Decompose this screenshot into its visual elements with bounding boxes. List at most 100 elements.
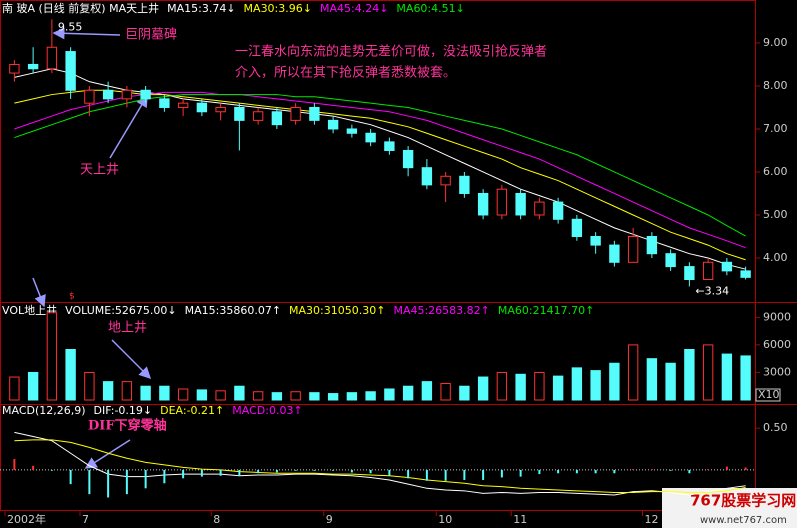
arrow <box>32 277 46 308</box>
y-tick-label: 9000 <box>763 310 791 323</box>
high-label: 9.55 <box>58 20 83 33</box>
candle-body <box>684 266 695 280</box>
header-text: MA60:4.51↓ <box>396 2 464 15</box>
header-text: VOL地上井 <box>2 303 57 317</box>
candle-body <box>196 102 208 113</box>
volume-bar <box>65 348 76 401</box>
volume-bar <box>196 389 208 401</box>
candle-body <box>215 106 226 113</box>
candle-body <box>477 192 489 216</box>
volume-bar <box>590 370 601 401</box>
volume-bar <box>534 371 545 401</box>
candle-body <box>234 106 245 121</box>
candle-body <box>365 132 376 143</box>
header-text: MACD(12,26,9) <box>2 404 86 417</box>
header-text: MA30:31050.30↑ <box>289 304 385 317</box>
volume-bar <box>384 388 395 401</box>
annotation: 一江春水向东流的走势无差价可做，没法吸引抢反弹者 <box>235 44 547 60</box>
frame <box>0 0 797 511</box>
candle-body <box>590 235 601 246</box>
volume-bar <box>684 348 695 401</box>
y-tick-label: 8.00 <box>763 79 788 92</box>
volume-bar <box>327 393 339 401</box>
header-text: MA30:3.96↓ <box>244 2 312 15</box>
marker: $ <box>69 292 75 302</box>
ma-line <box>14 439 746 493</box>
volume-bar <box>9 376 20 401</box>
x-tick-label: 12 <box>645 513 659 526</box>
volume-bar <box>271 392 283 401</box>
volume-bar <box>177 388 189 401</box>
candle-body <box>46 46 58 70</box>
volume-bar <box>515 373 526 401</box>
candle-body <box>440 175 451 186</box>
header-text: MA45:26583.82↑ <box>393 304 489 317</box>
candle-body <box>27 63 39 70</box>
candle-body <box>740 270 751 278</box>
y-tick-label: 6000 <box>763 338 791 351</box>
volume-bar <box>215 390 226 401</box>
x-tick-label: 2002年 <box>7 512 46 526</box>
y-tick-label: 4.00 <box>763 251 788 264</box>
candle-body <box>121 89 133 100</box>
candle-body <box>646 235 658 255</box>
candle-body <box>65 51 76 91</box>
volume-bar <box>159 385 170 401</box>
volume-bar <box>421 381 433 401</box>
candle-body <box>271 111 283 126</box>
header-text: DEA:-0.21↑ <box>160 404 224 417</box>
header-text: MA60:21417.70↑ <box>498 304 594 317</box>
ma-line <box>14 94 746 237</box>
candle-body <box>384 141 395 151</box>
volume-bar <box>609 362 620 401</box>
candle-body <box>402 149 414 169</box>
header-text: MA15:35860.07↑ <box>185 304 281 317</box>
volume-bar <box>365 391 376 401</box>
ma-line <box>14 431 746 496</box>
candle-body <box>515 192 526 216</box>
candle-body <box>552 201 564 220</box>
volume-bar <box>46 312 58 401</box>
volume-bar <box>459 385 470 401</box>
volume-bar <box>252 391 264 401</box>
unit-box <box>755 388 781 402</box>
candle-body <box>102 89 114 100</box>
candle-body <box>496 188 508 216</box>
header-text: DIF:-0.19↓ <box>94 404 153 417</box>
volume-bar <box>290 391 301 401</box>
annotation: 巨阴墓碑 <box>125 27 177 43</box>
candle-body <box>721 261 733 272</box>
y-tick-label: 9.00 <box>763 36 788 49</box>
y-tick-label: 3000 <box>763 365 791 378</box>
volume-bar <box>740 355 751 401</box>
candle-body <box>571 218 583 237</box>
candle-body <box>140 89 151 100</box>
annotation: DIF下穿零轴 <box>88 418 167 434</box>
arrow <box>109 94 148 159</box>
y-tick-label: 7.00 <box>763 122 788 135</box>
candle-body <box>252 111 264 121</box>
volume-bar <box>496 371 508 401</box>
x-tick-label: 8 <box>213 513 220 526</box>
candle-body <box>534 201 545 216</box>
header-text: MA15:3.74↓ <box>167 2 235 15</box>
candle-body <box>702 261 714 280</box>
volume-bar <box>346 392 358 401</box>
candle-body <box>459 175 470 194</box>
annotation: 地上井 <box>108 321 147 336</box>
volume-bar <box>102 381 114 401</box>
header-text: MACD:0.03↑ <box>232 404 302 417</box>
y-tick-label: 5.00 <box>763 208 788 221</box>
annotation: 天上井 <box>80 163 119 178</box>
x-tick-label: 10 <box>438 513 452 526</box>
header-text: MA45:4.24↓ <box>320 2 388 15</box>
candle-body <box>84 89 95 104</box>
volume-bar <box>702 344 714 401</box>
candle-body <box>627 235 639 263</box>
header-text: 南 玻A (日线 前复权) MA天上井 <box>2 1 159 15</box>
volume-bar <box>140 385 151 401</box>
watermark-url: www.net767.com <box>700 515 787 526</box>
volume-bar <box>27 371 39 401</box>
